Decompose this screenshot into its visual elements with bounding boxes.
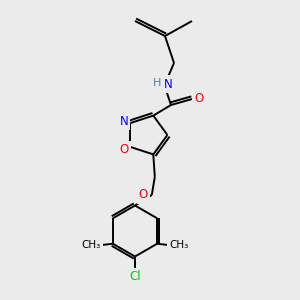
Text: O: O (139, 188, 148, 201)
Text: N: N (119, 115, 128, 128)
Text: CH₃: CH₃ (169, 240, 189, 250)
Text: O: O (119, 143, 128, 156)
Text: H: H (153, 77, 162, 88)
Text: N: N (164, 77, 173, 91)
Text: O: O (194, 92, 203, 106)
Text: CH₃: CH₃ (81, 240, 101, 250)
Text: Cl: Cl (129, 270, 141, 283)
